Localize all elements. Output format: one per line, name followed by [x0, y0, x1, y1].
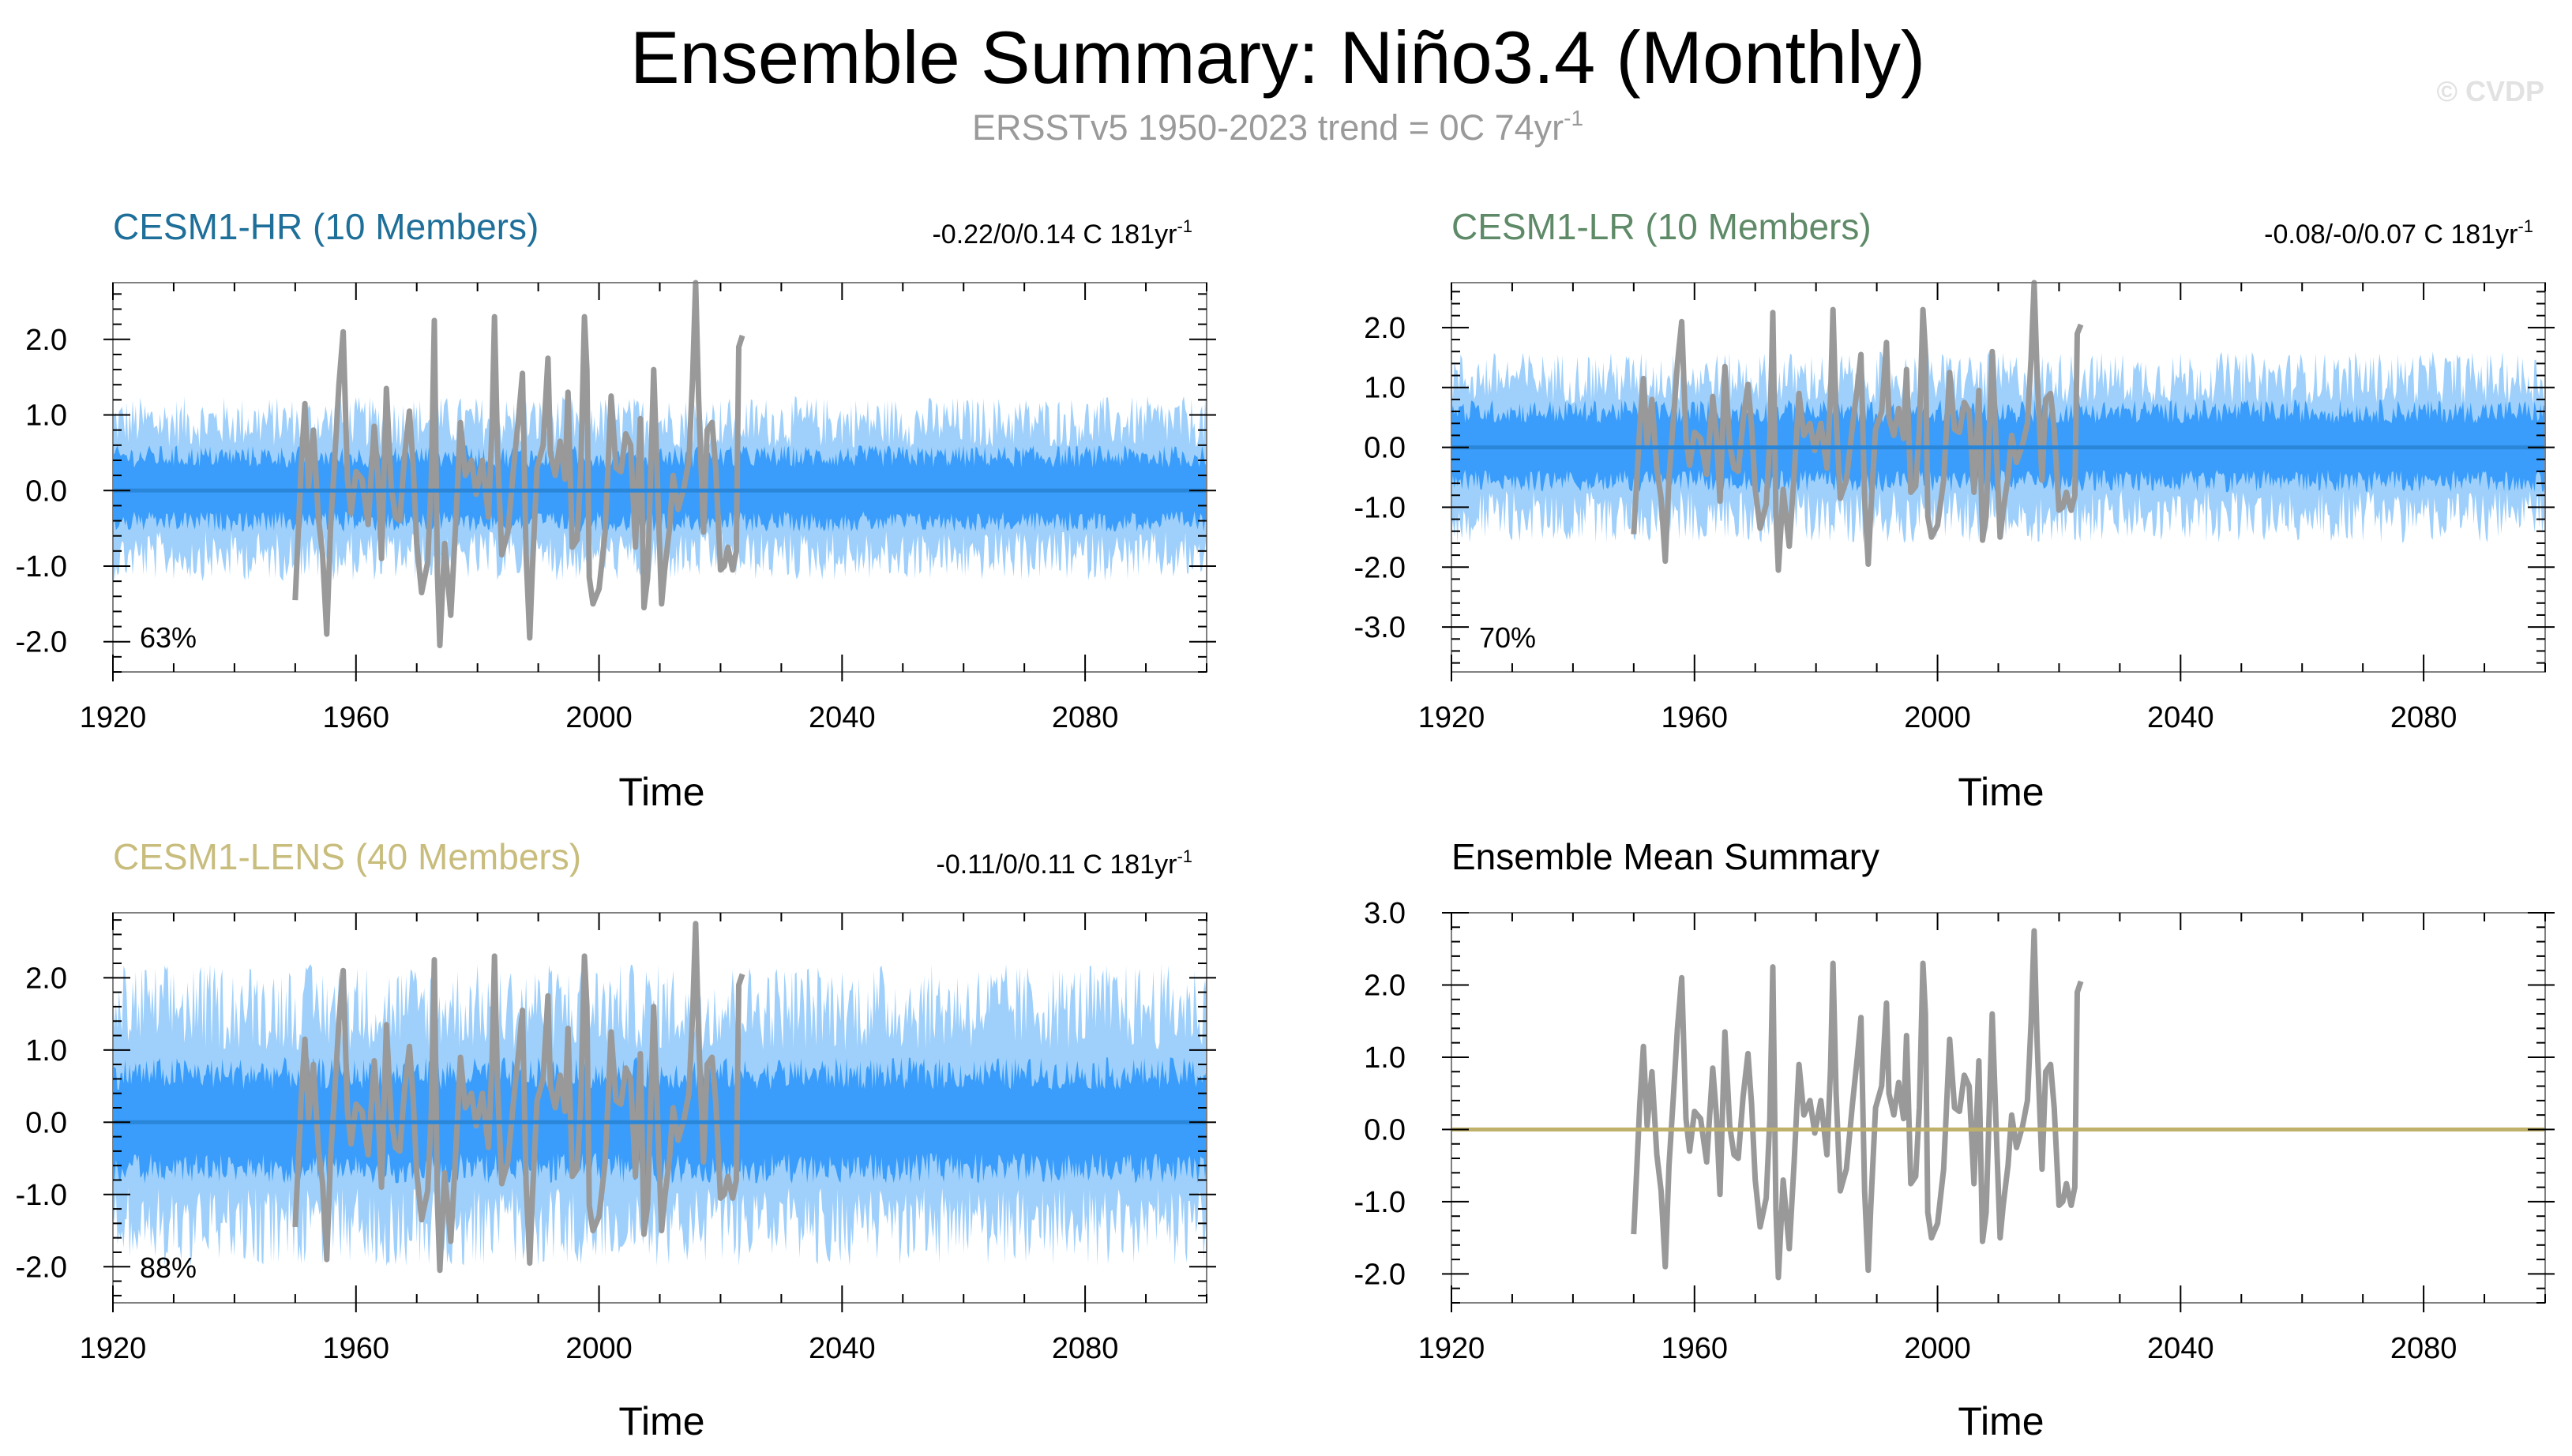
panel-hr-ytick-label: 1.0: [25, 400, 67, 433]
panel-summary-ytick-label: 0.0: [1364, 1113, 1406, 1146]
panel-lr-ytick-label: -2.0: [1354, 551, 1406, 584]
panel-summary-plot: 1920 1960 2000 2040 2080 3.0 2.0 1.0 0.0 -1.0 -2.0: [1354, 897, 2555, 1365]
panel-lr-ytick-label: 1.0: [1364, 372, 1406, 405]
panel-lens: CESM1-LENS (40 Members) -0.11/0/0.11 C 1…: [16, 836, 1216, 1443]
panel-lens-xtick-label: 1960: [323, 1332, 390, 1365]
panel-hr-trend: -0.22/0/0.14 C 181yr-1: [932, 216, 1192, 250]
panel-summary-ytick-label: 1.0: [1364, 1041, 1406, 1075]
panel-hr-trend-superscript: -1: [1177, 216, 1192, 236]
panel-summary-xlabel: Time: [1958, 1399, 2044, 1443]
panel-lens-title: CESM1-LENS (40 Members): [113, 836, 581, 877]
figure-subtitle: ERSSTv5 1950-2023 trend = 0C 74yr-1: [972, 106, 1583, 148]
panel-hr-xtick-label: 2080: [1052, 701, 1119, 734]
panel-hr-xtick-label: 2040: [809, 701, 876, 734]
panel-hr-xtick-label: 2000: [565, 701, 633, 734]
panel-summary-xtick-label: 1960: [1661, 1332, 1729, 1365]
panel-lens-xtick-label: 2040: [809, 1332, 876, 1365]
panel-lr-observations-line: [1631, 280, 2084, 573]
panel-lr-xtick-label: 2000: [1904, 701, 1971, 734]
panel-hr-xlabel: Time: [618, 770, 704, 814]
panel-lr-plot: 1920 1960 2000 2040 2080 2.0 1.0 0.0 -1.0 -2.0 -3.…: [1354, 280, 2555, 734]
panel-lens-trend-text: -0.11/0/0.11 C 181yr: [937, 850, 1177, 880]
panel-lens-trend-superscript: -1: [1177, 846, 1192, 866]
panel-hr-ytick-label: 0.0: [25, 475, 67, 508]
panel-lr: CESM1-LR (10 Members) -0.08/-0/0.07 C 18…: [1354, 206, 2555, 814]
panel-lr-percent: 70%: [1479, 621, 1536, 654]
panel-summary-title: Ensemble Mean Summary: [1451, 836, 1879, 877]
panel-lr-ytick-label: -3.0: [1354, 611, 1406, 644]
panel-hr-ytick-label: -2.0: [16, 626, 67, 659]
panel-lr-title: CESM1-LR (10 Members): [1451, 206, 1872, 247]
panel-summary-ytick-label: 2.0: [1364, 969, 1406, 1002]
panel-lr-ytick-label: -1.0: [1354, 491, 1406, 524]
figure-subtitle-superscript: -1: [1564, 106, 1583, 130]
panel-lens-ytick-label: 0.0: [25, 1106, 67, 1139]
panel-lr-xtick-label: 1920: [1418, 701, 1485, 734]
figure-subtitle-text: ERSSTv5 1950-2023 trend = 0C 74yr: [972, 107, 1564, 148]
panel-lr-trend: -0.08/-0/0.07 C 181yr-1: [2264, 216, 2533, 250]
panel-summary-xtick-label: 2040: [2147, 1332, 2214, 1365]
panel-lr-xlabel: Time: [1958, 770, 2044, 814]
panel-hr-ytick-label: -1.0: [16, 550, 67, 584]
panel-lr-xtick-label: 2040: [2147, 701, 2214, 734]
panel-lr-xtick-label: 2080: [2390, 701, 2457, 734]
panel-lr-trend-superscript: -1: [2518, 216, 2533, 236]
panel-lens-ytick-label: -2.0: [16, 1251, 67, 1284]
panel-summary-xtick-label: 1920: [1418, 1332, 1485, 1365]
panel-hr-trend-text: -0.22/0/0.14 C 181yr: [932, 220, 1177, 250]
panel-lr-ytick-label: 2.0: [1364, 312, 1406, 345]
watermark: © CVDP: [2436, 75, 2544, 107]
panel-hr-plot: 1920 1960 2000 2040 2080 2.0 1.0 0.0 -1.0 -2.0: [16, 280, 1216, 734]
panel-hr-ytick-label: 2.0: [25, 324, 67, 357]
panel-lr-xtick-label: 1960: [1661, 701, 1729, 734]
panel-summary-observations-line: [1631, 928, 2084, 1281]
panel-lr-ytick-label: 0.0: [1364, 432, 1406, 465]
panel-lens-observations-line: [292, 921, 745, 1274]
panel-hr-percent: 63%: [140, 621, 197, 654]
panel-lens-xtick-label: 2080: [1052, 1332, 1119, 1365]
panel-lens-xlabel: Time: [618, 1399, 704, 1443]
panel-hr-observations-line: [292, 280, 745, 648]
panel-lens-xtick-label: 1920: [80, 1332, 147, 1365]
panel-summary-frame: [1451, 912, 2546, 1304]
panel-lens-xtick-label: 2000: [565, 1332, 633, 1365]
panel-summary-ytick-label: -1.0: [1354, 1186, 1406, 1219]
panel-hr-xtick-label: 1960: [323, 701, 390, 734]
panel-hr-xtick-label: 1920: [80, 701, 147, 734]
panel-hr: CESM1-HR (10 Members) -0.22/0/0.14 C 181…: [16, 206, 1216, 814]
panel-lens-ytick-label: -1.0: [16, 1179, 67, 1212]
panel-lens-trend: -0.11/0/0.11 C 181yr-1: [937, 846, 1192, 880]
panel-summary-xtick-label: 2000: [1904, 1332, 1971, 1365]
panel-lens-ytick-label: 1.0: [25, 1034, 67, 1068]
panel-summary-xtick-label: 2080: [2390, 1332, 2457, 1365]
panel-lr-trend-text: -0.08/-0/0.07 C 181yr: [2264, 220, 2518, 250]
figure-title: Ensemble Summary: Niño3.4 (Monthly): [630, 16, 1925, 99]
panel-summary-ytick-label: -2.0: [1354, 1258, 1406, 1291]
panel-lens-plot: 1920 1960 2000 2040 2080 2.0 1.0 0.0 -1.0 -2.0: [16, 912, 1216, 1365]
panel-lens-ytick-label: 2.0: [25, 962, 67, 995]
panel-lens-percent: 88%: [140, 1251, 197, 1284]
panel-summary-ytick-label: 3.0: [1364, 897, 1406, 930]
panel-summary: Ensemble Mean Summary 1920 1960 2000 2040 20…: [1354, 836, 2555, 1443]
panel-hr-title: CESM1-HR (10 Members): [113, 206, 539, 247]
